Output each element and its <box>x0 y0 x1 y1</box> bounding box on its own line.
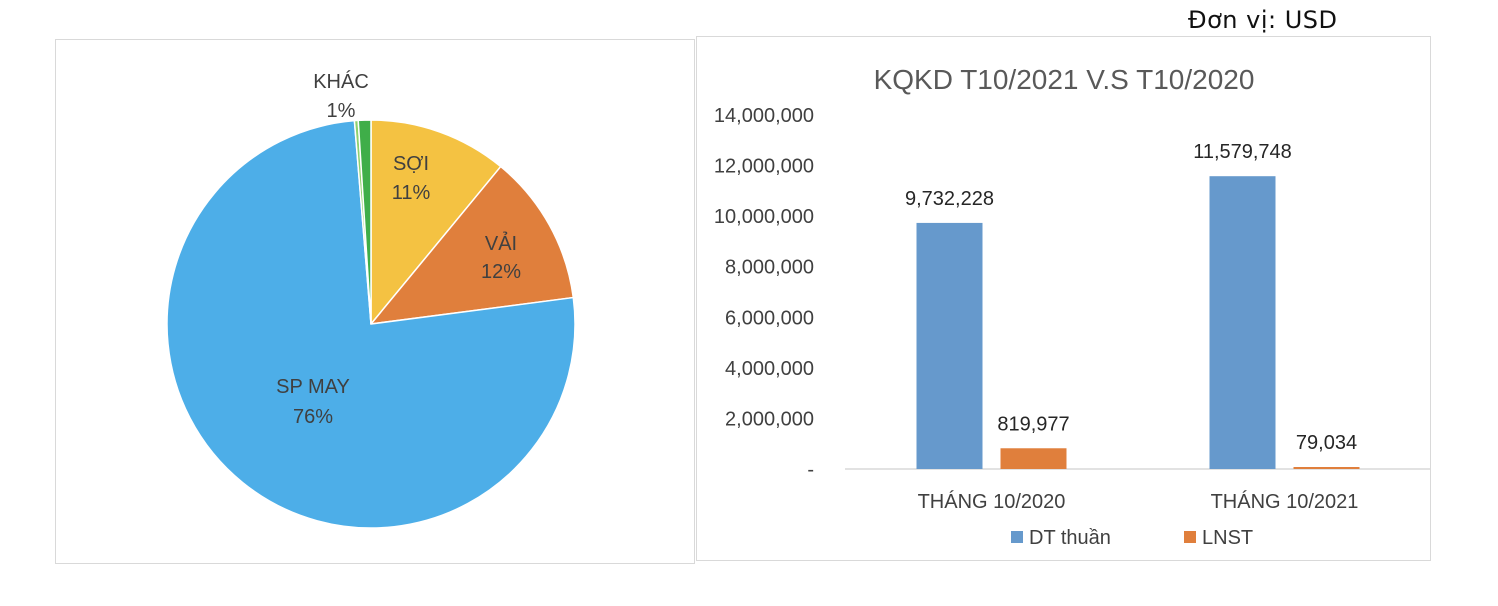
pie-slice-khac <box>357 119 372 325</box>
bar-dt-thuan-thang-10-2020 <box>916 222 983 469</box>
pie-chart-panel: SỢI 11% VẢI 12% SP MAY 76% KHÁC 1% <box>55 39 695 564</box>
x-tick-label: THÁNG 10/2021 <box>1211 490 1359 513</box>
pie-chart: SỢI 11% VẢI 12% SP MAY 76% KHÁC 1% <box>166 70 576 529</box>
data-label-dt-thuan-thang-10-2020: 9,732,228 <box>905 188 994 210</box>
bar-lnst-thang-10-2020 <box>1000 448 1067 469</box>
y-tick-label: 10,000,000 <box>714 206 814 228</box>
bar-chart-panel: KQKD T10/2021 V.S T10/2020 - 2,000,000 4,00… <box>696 36 1431 561</box>
pie-percent-khac: 1% <box>327 100 356 122</box>
pie-label-vai: VẢI <box>485 232 517 255</box>
data-label-lnst-thang-10-2021: 79,034 <box>1296 432 1357 454</box>
pie-slice-soi <box>370 119 502 327</box>
bar-chart: KQKD T10/2021 V.S T10/2020 - 2,000,000 4,00… <box>714 64 1431 549</box>
pie-slice-sp-may <box>166 119 576 529</box>
bar-lnst-thang-10-2021 <box>1293 467 1360 469</box>
data-label-dt-thuan-thang-10-2021: 11,579,748 <box>1193 141 1292 163</box>
y-tick-label: 6,000,000 <box>725 307 814 329</box>
pie-slice-vai <box>369 165 575 325</box>
pie-label-khac: KHÁC <box>313 70 369 93</box>
y-tick-label: 12,000,000 <box>714 156 814 178</box>
y-tick-label: 2,000,000 <box>725 408 814 430</box>
pie-percent-soi: 11% <box>392 182 431 204</box>
data-label-lnst-thang-10-2020: 819,977 <box>997 413 1069 435</box>
y-tick-label: 14,000,000 <box>714 105 814 127</box>
x-tick-label: THÁNG 10/2020 <box>918 490 1066 513</box>
pie-percent-sp-may: 76% <box>293 406 333 428</box>
y-tick-label: 8,000,000 <box>725 257 814 279</box>
legend-swatch-lnst <box>1184 531 1196 543</box>
bar-dt-thuan-thang-10-2021 <box>1209 176 1276 469</box>
unit-label: Đơn vị: USD <box>1188 6 1338 34</box>
y-tick-label: 4,000,000 <box>725 358 814 380</box>
legend-label-dt-thuan: DT thuần <box>1029 527 1111 549</box>
pie-label-soi: SỢI <box>393 153 429 175</box>
y-tick-label: - <box>807 459 814 481</box>
legend-swatch-dt-thuan <box>1011 531 1023 543</box>
pie-label-sp-may: SP MAY <box>276 376 350 398</box>
chart-title: KQKD T10/2021 V.S T10/2020 <box>874 64 1255 95</box>
pie-percent-vai: 12% <box>481 261 521 283</box>
legend-label-lnst: LNST <box>1202 527 1253 549</box>
